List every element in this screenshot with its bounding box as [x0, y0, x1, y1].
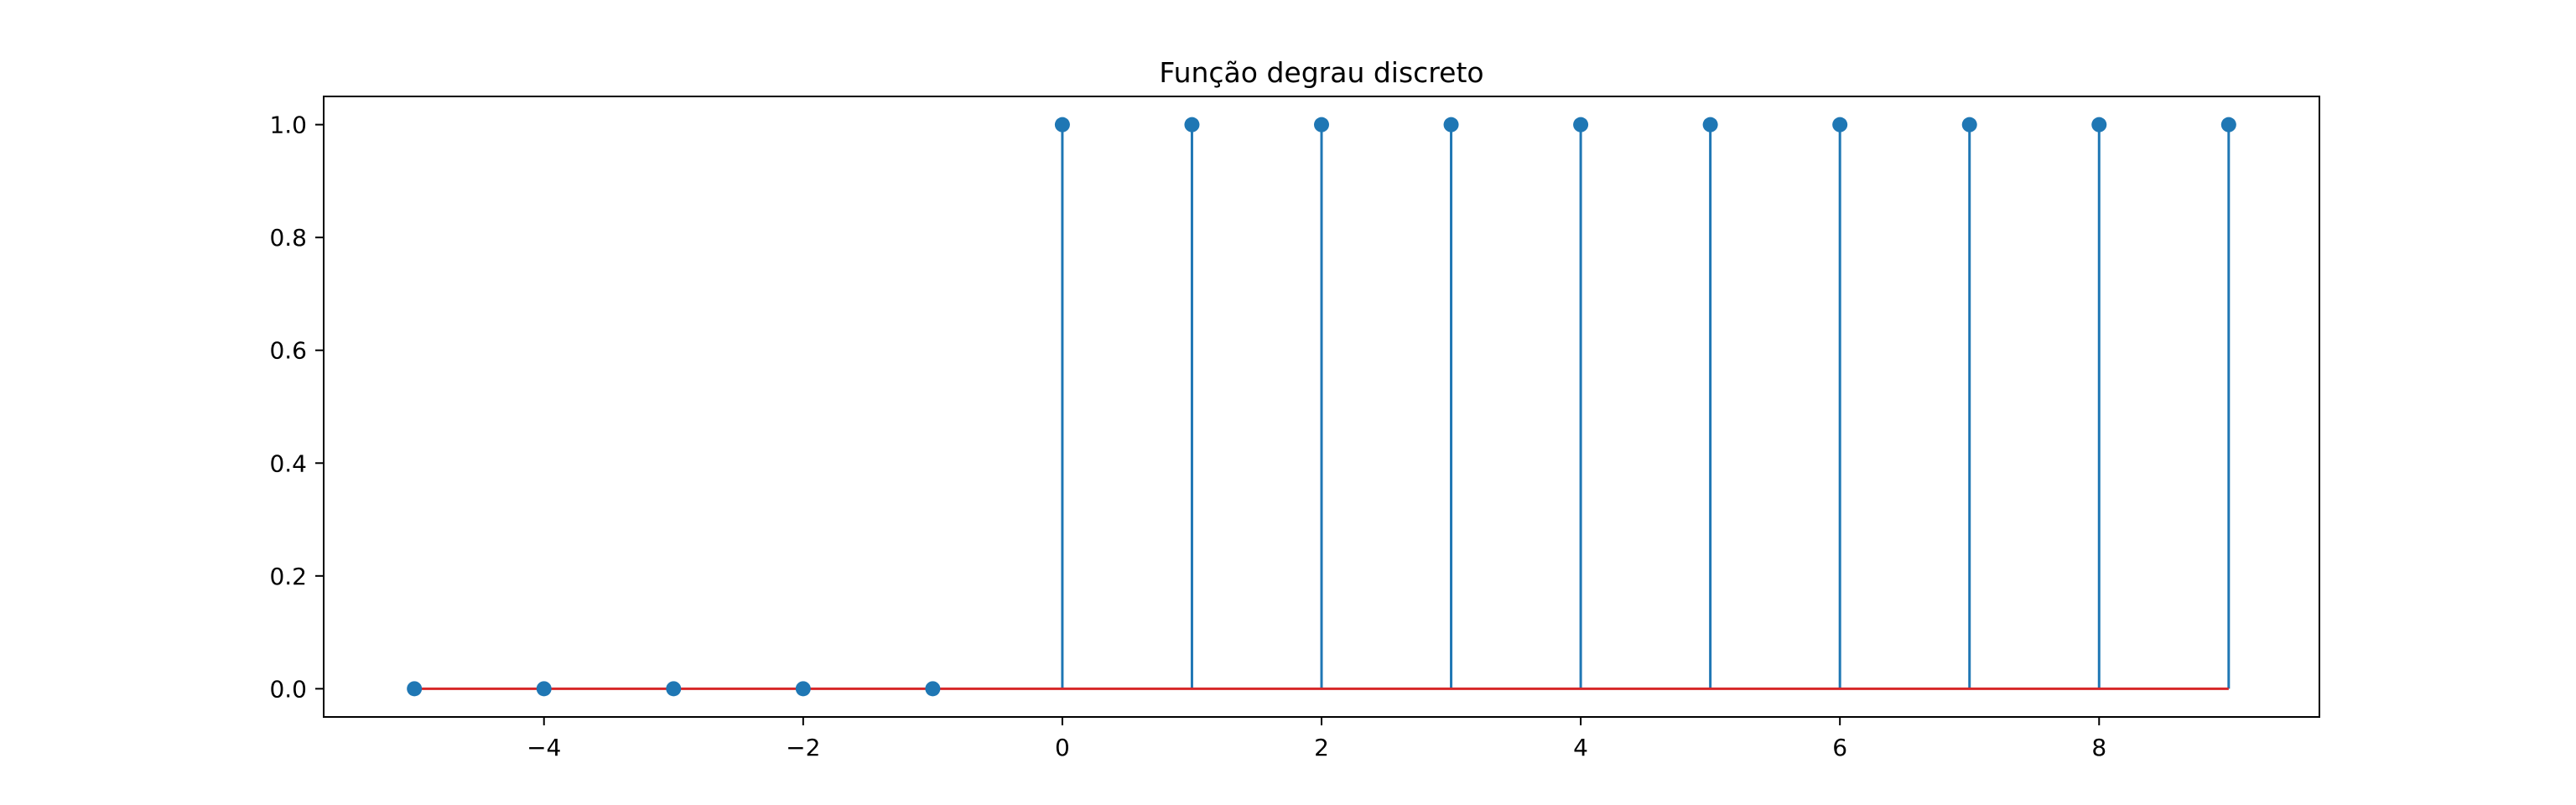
- stems-layer: [1061, 124, 2231, 689]
- stem-marker: [2220, 117, 2236, 132]
- stem-marker: [1961, 117, 1977, 132]
- stem-marker: [1573, 117, 1589, 132]
- markers-layer: [407, 117, 2236, 697]
- stem-marker: [1832, 117, 1848, 132]
- y-tick-label: 1.0: [269, 112, 307, 139]
- x-tick-label: 8: [2091, 734, 2106, 761]
- x-tick-label: 6: [1832, 734, 1847, 761]
- stem-marker: [925, 681, 941, 697]
- stem-marker: [795, 681, 811, 697]
- stem-marker: [1314, 117, 1329, 132]
- x-tick-label: 4: [1573, 734, 1588, 761]
- stem-marker: [2091, 117, 2107, 132]
- y-tick-label: 0.0: [269, 675, 307, 703]
- stem-marker: [1443, 117, 1459, 132]
- x-tick-label: −4: [527, 734, 561, 761]
- chart-title: Função degrau discreto: [1159, 56, 1483, 89]
- stem-marker: [536, 681, 552, 697]
- y-tick-label: 0.2: [269, 563, 307, 590]
- ticks-layer: −4 −2 0 2 4 6 8 0.0 0.2 0.4 0.6 0.8 1.0: [269, 112, 2106, 761]
- stem-marker: [666, 681, 682, 697]
- y-tick-label: 0.8: [269, 224, 307, 252]
- stem-marker: [1184, 117, 1200, 132]
- x-tick-label: 0: [1055, 734, 1070, 761]
- y-tick-label: 0.6: [269, 337, 307, 365]
- stem-marker: [1702, 117, 1718, 132]
- x-tick-label: −2: [786, 734, 820, 761]
- y-tick-label: 0.4: [269, 449, 307, 477]
- stem-marker: [1054, 117, 1070, 132]
- stem-marker: [407, 681, 423, 697]
- x-tick-label: 2: [1314, 734, 1329, 761]
